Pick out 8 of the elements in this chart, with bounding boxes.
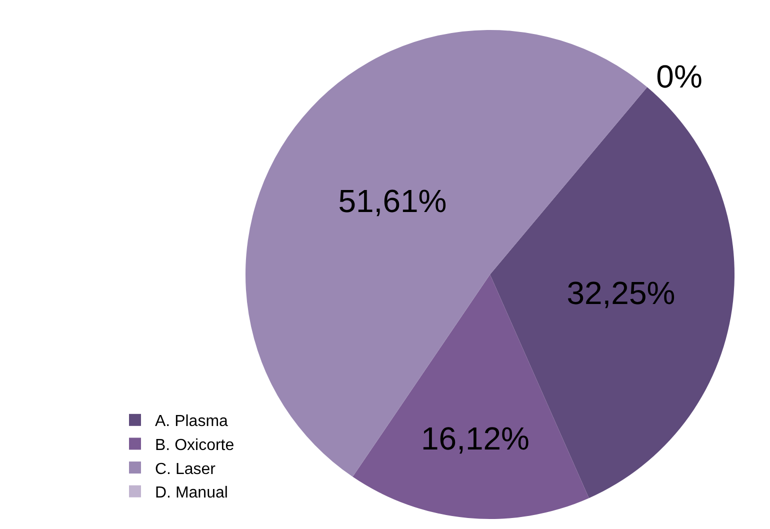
legend-label: A. Plasma — [155, 413, 228, 430]
data-label: 32,25% — [566, 275, 676, 312]
data-label: 51,61% — [338, 182, 447, 219]
legend-label: C. Laser — [155, 460, 216, 478]
legend-label: D. Manual — [155, 484, 228, 502]
data-label: 16,12% — [420, 420, 530, 456]
text: 0% — [656, 58, 702, 95]
legend-label: B. Oxicorte — [155, 436, 234, 454]
